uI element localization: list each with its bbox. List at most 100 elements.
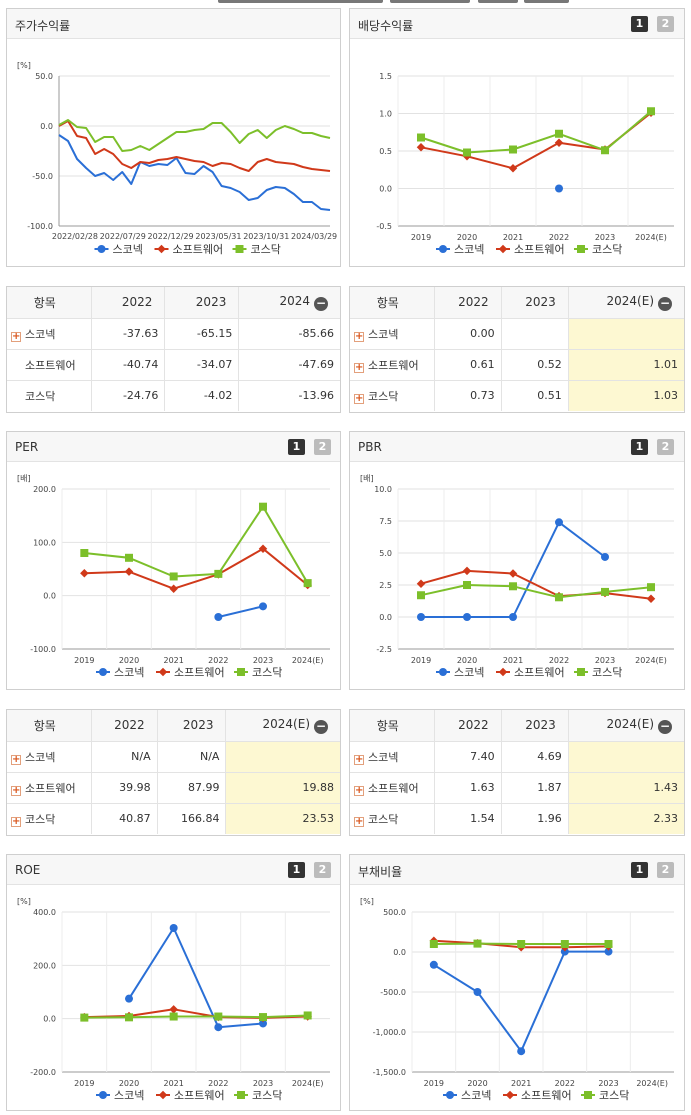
- legend-label: 소프트웨어: [521, 1089, 572, 1102]
- debt-ratio-chart: [%] 500.0 0.0 -500.0 -1,000.0 -1,500.0 2019 202…: [360, 897, 674, 1102]
- collapse-icon[interactable]: −: [314, 718, 328, 734]
- expand-plus-icon[interactable]: +: [354, 330, 364, 342]
- table-row: + 소프트웨어 39.98 87.99 19.88: [7, 772, 340, 804]
- page-2-button[interactable]: 2: [314, 862, 331, 878]
- y-tick-label: 400.0: [33, 908, 56, 917]
- x-tick-label: 2022: [208, 1079, 228, 1088]
- table-cell: -65.15: [164, 318, 240, 350]
- legend-label: 스코넥: [454, 666, 484, 679]
- table-cell: -85.66: [238, 318, 340, 350]
- page-1-button[interactable]: 1: [288, 862, 305, 878]
- column-header: 항목: [7, 710, 92, 742]
- legend-marker: [157, 244, 166, 254]
- data-point: [169, 584, 178, 593]
- y-tick-label: -100.0: [30, 645, 56, 654]
- x-tick-label: 2021: [503, 233, 523, 242]
- data-point: [416, 143, 426, 152]
- collapse-icon[interactable]: −: [658, 718, 672, 734]
- column-header: 2023: [501, 710, 569, 742]
- table-cell: 87.99: [157, 772, 227, 804]
- table-cell: N/A: [91, 741, 158, 773]
- row-label: + 소프트웨어: [7, 772, 92, 804]
- column-header: 2024(E) −: [225, 710, 340, 742]
- page-1-button[interactable]: 1: [288, 439, 305, 455]
- data-point: [214, 1012, 223, 1021]
- table-row: + 코스닥 1.54 1.96 2.33: [350, 803, 684, 834]
- row-label: 코스닥: [7, 380, 92, 411]
- legend-label: 소프트웨어: [514, 243, 565, 256]
- table-header-row: 항목 2022 2023 2024(E) −: [7, 710, 340, 742]
- per-panel: PER 1 2 [배] 200.0 100.0 0.0 -100.0 2019 2020 20…: [6, 431, 341, 690]
- expand-plus-icon[interactable]: +: [354, 392, 364, 404]
- table-cell: 1.87: [501, 772, 569, 804]
- legend-label: 코스닥: [599, 1089, 629, 1102]
- page-1-button[interactable]: 1: [631, 862, 648, 878]
- table-header-row: 항목 2022 2023 2024−: [7, 287, 340, 319]
- column-header: 2024(E) −: [568, 287, 684, 319]
- expand-plus-icon[interactable]: +: [11, 330, 21, 342]
- panel-header: ROE 1 2: [7, 855, 340, 885]
- legend-label: 코스닥: [592, 243, 622, 256]
- legend-label: 스코넥: [454, 243, 484, 256]
- expand-plus-icon[interactable]: +: [354, 753, 364, 765]
- page-1-button[interactable]: 1: [631, 439, 648, 455]
- expand-plus-icon[interactable]: +: [354, 815, 364, 827]
- data-point: [214, 569, 223, 578]
- data-point: [560, 940, 569, 948]
- legend-marker: [498, 244, 508, 254]
- expand-plus-icon[interactable]: +: [354, 361, 364, 373]
- y-tick-label: -1,000.0: [373, 1028, 406, 1037]
- y-tick-label: 0.0: [379, 613, 392, 622]
- table-cell: 0.52: [501, 349, 569, 381]
- column-header-label: 항목: [33, 295, 56, 310]
- dividend-yield-table: 항목 2022 2023 2024(E) − + 스코넥 0.00 + 소프트웨어 0.61 0.52…: [349, 286, 685, 413]
- x-tick-label: 2024(E): [635, 233, 667, 242]
- column-header-label: 2024(E): [606, 716, 654, 731]
- table-cell: 1.63: [434, 772, 502, 804]
- page-2-button[interactable]: 2: [314, 439, 331, 455]
- series-line: [84, 1014, 308, 1019]
- x-tick-label: 2022: [555, 1079, 575, 1088]
- collapse-icon[interactable]: −: [658, 295, 672, 311]
- data-point: [509, 582, 517, 591]
- expand-plus-icon[interactable]: +: [11, 753, 21, 765]
- page-2-button[interactable]: 2: [657, 439, 674, 455]
- data-point: [259, 1019, 267, 1028]
- legend-label: 스코넥: [114, 666, 144, 679]
- data-point: [647, 583, 655, 592]
- x-tick-label: 2019: [74, 1079, 94, 1088]
- x-tick-label: 2019: [74, 656, 94, 665]
- unit-label: [%]: [17, 61, 31, 70]
- column-header: 2024(E) −: [568, 710, 684, 742]
- legend-marker: [97, 245, 106, 253]
- table-cell: -24.76: [91, 380, 166, 411]
- column-header: 2022: [91, 287, 166, 319]
- y-tick-label: 200.0: [33, 961, 56, 970]
- column-header-label: 2022: [114, 718, 145, 733]
- page-2-button[interactable]: 2: [657, 16, 674, 32]
- page-1-button[interactable]: 1: [631, 16, 648, 32]
- data-point: [555, 129, 563, 138]
- table-cell: -47.69: [238, 349, 340, 381]
- column-header: 항목: [350, 287, 435, 319]
- legend-marker: [237, 1091, 245, 1099]
- column-header: 2023: [501, 287, 569, 319]
- data-point: [416, 579, 426, 588]
- expand-plus-icon[interactable]: +: [11, 815, 21, 827]
- expand-plus-icon[interactable]: +: [11, 784, 21, 796]
- data-point: [508, 164, 518, 173]
- column-header-label: 2023: [525, 295, 556, 310]
- panel-title: ROE: [15, 863, 41, 877]
- expand-plus-icon[interactable]: +: [354, 784, 364, 796]
- data-point: [80, 1013, 89, 1022]
- collapse-icon[interactable]: −: [314, 295, 328, 311]
- page-2-button[interactable]: 2: [657, 862, 674, 878]
- data-point: [555, 518, 563, 527]
- x-tick-label: 2024(E): [635, 656, 667, 665]
- panel-title: 주가수익률: [15, 19, 71, 33]
- column-header-label: 2024: [279, 293, 310, 308]
- table-row: + 스코넥 N/A N/A: [7, 741, 340, 773]
- table-cell: 19.88: [225, 772, 340, 804]
- column-header-label: 항목: [33, 718, 56, 733]
- x-tick-label: 2024/03/29: [291, 232, 337, 241]
